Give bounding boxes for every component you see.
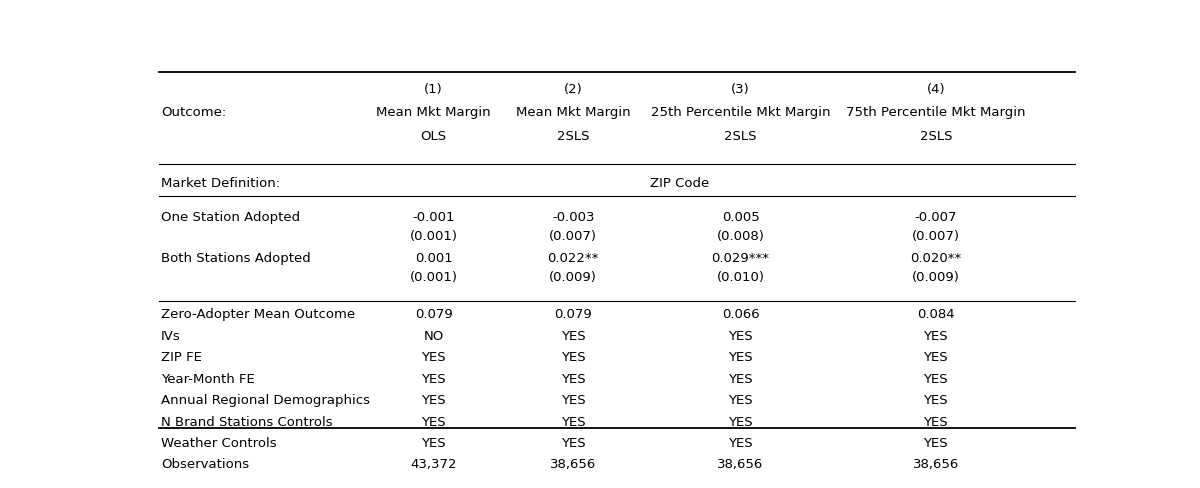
Text: YES: YES — [560, 373, 586, 386]
Text: 43,372: 43,372 — [410, 458, 457, 471]
Text: YES: YES — [924, 437, 948, 450]
Text: YES: YES — [421, 373, 446, 386]
Text: 0.020**: 0.020** — [911, 252, 961, 265]
Text: Year-Month FE: Year-Month FE — [161, 373, 254, 386]
Text: IVs: IVs — [161, 330, 181, 343]
Text: Mean Mkt Margin: Mean Mkt Margin — [377, 105, 491, 119]
Text: YES: YES — [924, 416, 948, 428]
Text: (0.001): (0.001) — [409, 229, 457, 243]
Text: N Brand Stations Controls: N Brand Stations Controls — [161, 416, 332, 428]
Text: -0.007: -0.007 — [914, 211, 958, 224]
Text: Market Definition:: Market Definition: — [161, 177, 281, 190]
Text: 0.022**: 0.022** — [547, 252, 599, 265]
Text: YES: YES — [560, 437, 586, 450]
Text: YES: YES — [560, 351, 586, 364]
Text: (4): (4) — [926, 83, 946, 96]
Text: (0.009): (0.009) — [550, 271, 598, 284]
Text: Outcome:: Outcome: — [161, 105, 227, 119]
Text: YES: YES — [421, 351, 446, 364]
Text: 25th Percentile Mkt Margin: 25th Percentile Mkt Margin — [650, 105, 830, 119]
Text: 0.005: 0.005 — [721, 211, 760, 224]
Text: -0.001: -0.001 — [413, 211, 455, 224]
Text: YES: YES — [421, 437, 446, 450]
Text: YES: YES — [728, 351, 752, 364]
Text: YES: YES — [421, 394, 446, 407]
Text: YES: YES — [924, 394, 948, 407]
Text: (2): (2) — [564, 83, 582, 96]
Text: 2SLS: 2SLS — [725, 130, 757, 143]
Text: 38,656: 38,656 — [550, 458, 596, 471]
Text: 0.066: 0.066 — [721, 308, 760, 322]
Text: Observations: Observations — [161, 458, 250, 471]
Text: 2SLS: 2SLS — [557, 130, 589, 143]
Text: (1): (1) — [425, 83, 443, 96]
Text: NO: NO — [424, 330, 444, 343]
Text: (0.009): (0.009) — [912, 271, 960, 284]
Text: 0.079: 0.079 — [415, 308, 452, 322]
Text: (0.008): (0.008) — [716, 229, 764, 243]
Text: 0.029***: 0.029*** — [712, 252, 769, 265]
Text: YES: YES — [560, 330, 586, 343]
Text: YES: YES — [728, 394, 752, 407]
Text: 38,656: 38,656 — [718, 458, 763, 471]
Text: Zero-Adopter Mean Outcome: Zero-Adopter Mean Outcome — [161, 308, 355, 322]
Text: (0.007): (0.007) — [550, 229, 598, 243]
Text: Mean Mkt Margin: Mean Mkt Margin — [516, 105, 630, 119]
Text: Weather Controls: Weather Controls — [161, 437, 277, 450]
Text: (0.010): (0.010) — [716, 271, 764, 284]
Text: YES: YES — [728, 373, 752, 386]
Text: YES: YES — [728, 416, 752, 428]
Text: -0.003: -0.003 — [552, 211, 594, 224]
Text: Annual Regional Demographics: Annual Regional Demographics — [161, 394, 370, 407]
Text: OLS: OLS — [420, 130, 446, 143]
Text: YES: YES — [421, 416, 446, 428]
Text: YES: YES — [728, 437, 752, 450]
Text: (3): (3) — [731, 83, 750, 96]
Text: ZIP Code: ZIP Code — [650, 177, 709, 190]
Text: YES: YES — [924, 351, 948, 364]
Text: YES: YES — [728, 330, 752, 343]
Text: 0.079: 0.079 — [554, 308, 592, 322]
Text: 38,656: 38,656 — [913, 458, 959, 471]
Text: Both Stations Adopted: Both Stations Adopted — [161, 252, 311, 265]
Text: YES: YES — [560, 416, 586, 428]
Text: YES: YES — [924, 373, 948, 386]
Text: (0.007): (0.007) — [912, 229, 960, 243]
Text: YES: YES — [924, 330, 948, 343]
Text: One Station Adopted: One Station Adopted — [161, 211, 300, 224]
Text: 0.001: 0.001 — [415, 252, 452, 265]
Text: 75th Percentile Mkt Margin: 75th Percentile Mkt Margin — [846, 105, 1026, 119]
Text: YES: YES — [560, 394, 586, 407]
Text: ZIP FE: ZIP FE — [161, 351, 202, 364]
Text: 2SLS: 2SLS — [919, 130, 952, 143]
Text: 0.084: 0.084 — [917, 308, 955, 322]
Text: (0.001): (0.001) — [409, 271, 457, 284]
